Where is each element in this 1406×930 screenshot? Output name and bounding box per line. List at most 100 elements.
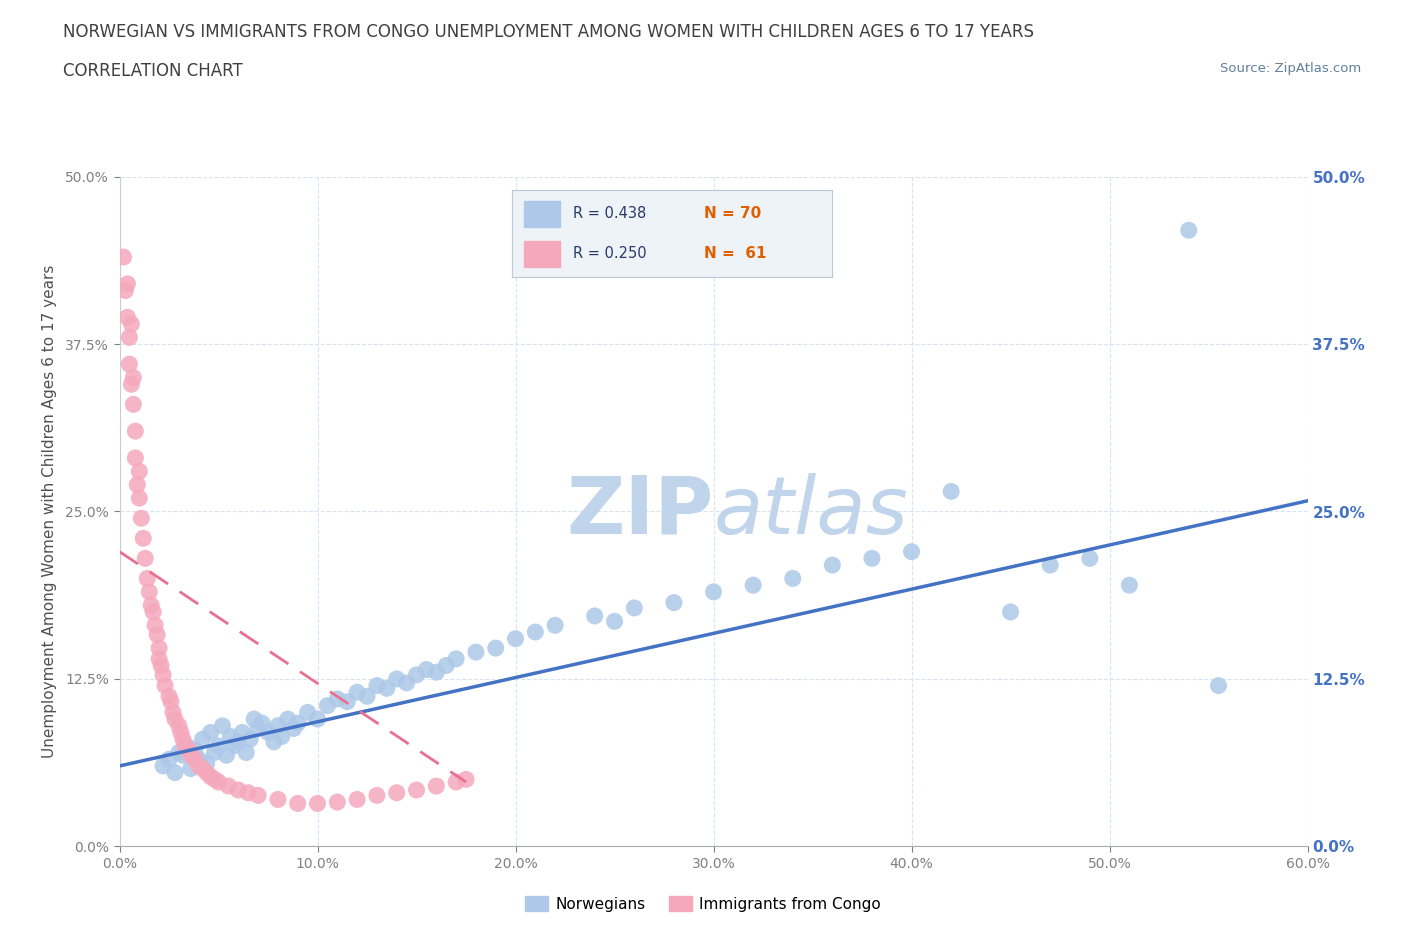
Point — [287, 796, 309, 811]
Point — [356, 689, 378, 704]
Point — [524, 625, 547, 640]
Point — [821, 558, 844, 573]
Point — [662, 595, 685, 610]
Point — [900, 544, 922, 559]
Point — [326, 794, 349, 809]
Point — [228, 735, 250, 750]
Point — [425, 665, 447, 680]
Point — [187, 759, 209, 774]
Text: CORRELATION CHART: CORRELATION CHART — [63, 62, 243, 80]
Point — [117, 310, 139, 325]
Point — [385, 671, 408, 686]
Point — [207, 775, 229, 790]
Point — [120, 377, 142, 392]
Point — [1118, 578, 1140, 592]
Point — [247, 788, 270, 803]
Text: N =  61: N = 61 — [704, 246, 766, 261]
Point — [228, 783, 250, 798]
Text: ZIP: ZIP — [567, 472, 713, 551]
Point — [939, 484, 962, 498]
Point — [385, 785, 408, 800]
Point — [112, 249, 135, 264]
Point — [162, 705, 184, 720]
Point — [128, 491, 150, 506]
Point — [1039, 558, 1062, 573]
Point — [603, 614, 626, 629]
Bar — [524, 201, 560, 227]
Point — [395, 675, 418, 690]
Point — [180, 748, 202, 763]
Point — [239, 732, 262, 747]
Text: Source: ZipAtlas.com: Source: ZipAtlas.com — [1220, 62, 1361, 75]
Point — [235, 745, 257, 760]
Point — [153, 678, 176, 693]
Point — [366, 678, 388, 693]
Point — [316, 698, 339, 713]
Point — [143, 618, 166, 632]
Point — [297, 705, 319, 720]
Point — [152, 759, 174, 774]
Point — [231, 725, 253, 740]
Point — [375, 681, 398, 696]
Point — [184, 742, 207, 757]
Point — [118, 330, 141, 345]
Point — [346, 684, 368, 699]
Point — [129, 511, 152, 525]
Point — [136, 571, 159, 586]
Point — [415, 662, 437, 677]
Text: R = 0.250: R = 0.250 — [572, 246, 647, 261]
Point — [180, 761, 202, 776]
Point — [177, 742, 200, 757]
Point — [250, 716, 273, 731]
Point — [187, 751, 209, 766]
Point — [146, 627, 169, 642]
Point — [170, 725, 193, 740]
Point — [1000, 604, 1022, 619]
Point — [860, 551, 883, 565]
Point — [444, 651, 467, 666]
Point — [134, 551, 156, 565]
Point — [157, 689, 180, 704]
Point — [117, 276, 139, 291]
Text: R = 0.438: R = 0.438 — [572, 206, 645, 221]
Point — [505, 631, 527, 646]
Point — [1208, 678, 1230, 693]
Text: NORWEGIAN VS IMMIGRANTS FROM CONGO UNEMPLOYMENT AMONG WOMEN WITH CHILDREN AGES 6: NORWEGIAN VS IMMIGRANTS FROM CONGO UNEMP… — [63, 23, 1035, 41]
Point — [114, 283, 136, 298]
Point — [702, 584, 725, 599]
Point — [167, 745, 190, 760]
Point — [270, 729, 292, 744]
Point — [172, 748, 194, 763]
Point — [287, 716, 309, 731]
Point — [1078, 551, 1101, 565]
Point — [485, 641, 508, 656]
Point — [464, 644, 488, 659]
Point — [307, 796, 329, 811]
Point — [124, 424, 146, 439]
Point — [141, 598, 163, 613]
Point — [172, 732, 194, 747]
Point — [148, 651, 170, 666]
Point — [157, 751, 180, 766]
Point — [200, 725, 222, 740]
Point — [128, 464, 150, 479]
Point — [267, 792, 290, 807]
Point — [120, 316, 142, 331]
Point — [132, 531, 155, 546]
Point — [346, 792, 368, 807]
Point — [148, 641, 170, 656]
Point — [263, 735, 285, 750]
Point — [204, 745, 226, 760]
Text: N = 70: N = 70 — [704, 206, 761, 221]
Point — [544, 618, 567, 632]
Point — [243, 711, 266, 726]
Point — [195, 756, 218, 771]
Point — [191, 761, 214, 776]
Point — [124, 450, 146, 465]
Point — [742, 578, 765, 592]
Point — [163, 765, 186, 780]
Point — [160, 694, 183, 709]
Point — [142, 604, 165, 619]
Point — [215, 748, 238, 763]
Bar — [524, 241, 560, 267]
